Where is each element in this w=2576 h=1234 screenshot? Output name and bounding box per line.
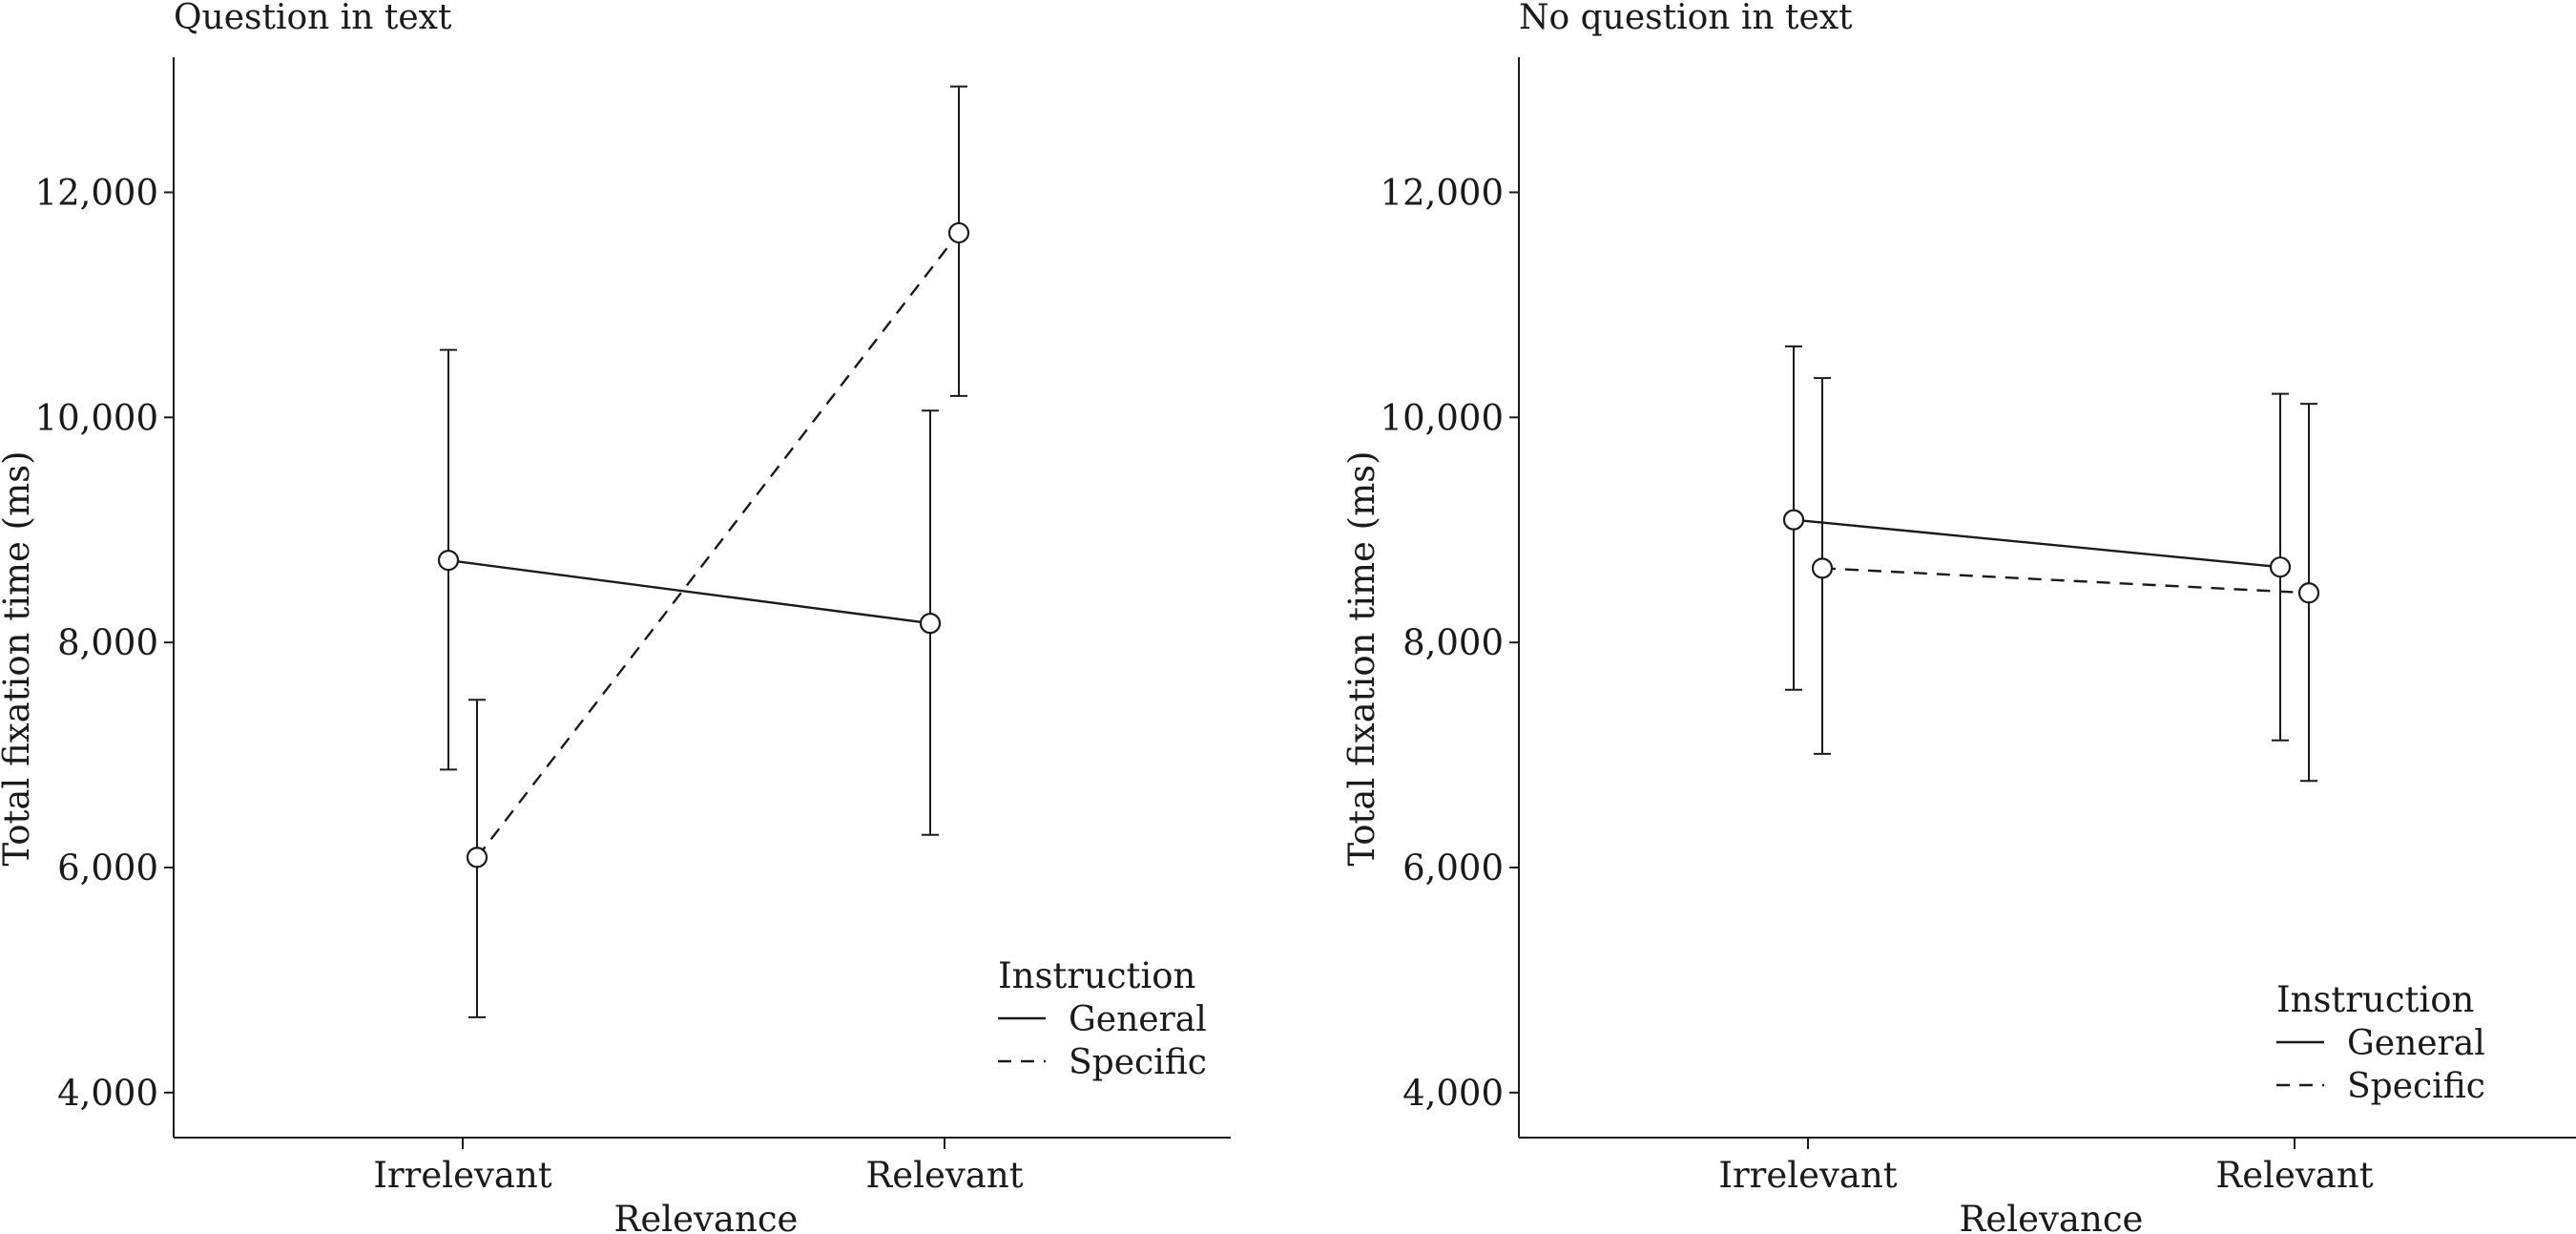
data-point-specific	[466, 847, 488, 868]
x-tick-label-irrelevant: Irrelevant	[1718, 1155, 1897, 1196]
y-tick-label: 12,000	[1381, 173, 1504, 214]
x-tick-label-relevant: Relevant	[865, 1155, 1023, 1196]
series-line-general	[447, 558, 931, 625]
legend-label-general: General	[2347, 1024, 2485, 1063]
y-axis-label: Total fixation time (ms)	[1341, 450, 1382, 866]
y-tick-label: 10,000	[1381, 397, 1504, 438]
series-line-specific	[1821, 567, 2310, 595]
data-point-specific	[947, 221, 970, 244]
legend-label-specific: Specific	[2347, 1067, 2485, 1106]
x-tick-label-irrelevant: Irrelevant	[373, 1155, 551, 1196]
y-tick-label: 8,000	[57, 622, 158, 663]
y-tick-label: 10,000	[35, 397, 158, 438]
data-point-specific	[1811, 557, 1834, 579]
panel-title: No question in text	[1519, 0, 1853, 37]
x-axis-label: Relevance	[1960, 1199, 2144, 1234]
legend-title: Instruction	[998, 955, 1195, 996]
data-point-general	[2269, 556, 2292, 578]
y-tick-label: 6,000	[57, 847, 158, 889]
data-point-general	[919, 613, 942, 635]
y-axis-label: Total fixation time (ms)	[0, 450, 37, 866]
legend-title: Instruction	[2276, 979, 2474, 1020]
y-tick-label: 4,000	[1402, 1073, 1504, 1114]
series-line-specific	[476, 232, 960, 859]
legend-label-general: General	[1069, 1000, 1207, 1039]
data-point-specific	[2297, 582, 2320, 604]
series-line-general	[1793, 518, 2281, 569]
y-tick-label: 6,000	[1402, 847, 1504, 889]
panel-title: Question in text	[174, 0, 452, 37]
data-point-general	[437, 549, 460, 572]
y-tick-label: 8,000	[1402, 622, 1504, 663]
x-tick-label-relevant: Relevant	[2215, 1155, 2373, 1196]
data-point-general	[1782, 509, 1805, 531]
legend-label-specific: Specific	[1069, 1043, 1207, 1082]
panel-question-in-text: Question in text Total fixation time (ms…	[0, 0, 1231, 1234]
y-tick-label: 12,000	[35, 173, 158, 214]
x-axis-label: Relevance	[614, 1199, 799, 1234]
y-tick-label: 4,000	[57, 1073, 158, 1114]
panel-no-question-in-text: No question in text Total fixation time …	[1341, 0, 2576, 1234]
